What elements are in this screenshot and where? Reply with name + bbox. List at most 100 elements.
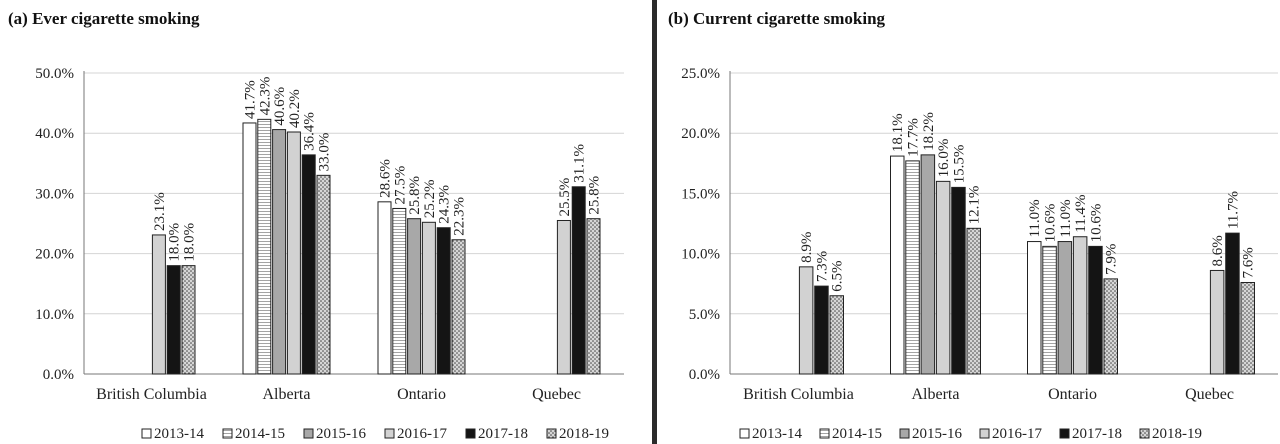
bar-2017-18 <box>1088 245 1103 375</box>
legend-item: 2017-18 <box>1072 426 1122 442</box>
data-label: 42.3% <box>257 77 273 116</box>
bar-2016-17 <box>1209 269 1225 375</box>
bar-2013-14 <box>377 201 392 375</box>
bar-2014-15 <box>392 207 407 375</box>
y-tick-label: 20.0% <box>35 247 74 263</box>
data-label: 11.0% <box>1027 199 1043 237</box>
category-label: Quebec <box>1185 386 1234 403</box>
y-tick-label: 0.0% <box>689 367 720 383</box>
legend-item: 2017-18 <box>478 426 528 442</box>
bar-2014-15 <box>257 118 272 375</box>
panel-divider <box>652 0 657 444</box>
legend-item: 2013-14 <box>154 426 204 442</box>
bar-2016-17 <box>421 221 436 375</box>
data-label: 36.4% <box>302 112 318 151</box>
category-label: British Columbia <box>96 386 207 403</box>
data-label: 18.2% <box>921 112 937 151</box>
current-smoking-chart: 0.0% 5.0% 10.0% 15.0% 20.0% 25.0% 8.9%7.3% 6.5%… <box>681 66 1278 442</box>
legend-swatch <box>141 428 152 439</box>
data-label: 11.0% <box>1058 199 1074 237</box>
legend-swatch <box>1139 428 1150 439</box>
y-tick-label: 25.0% <box>681 66 720 82</box>
legend-swatch <box>222 428 233 439</box>
y-tick-label: 5.0% <box>689 307 720 323</box>
data-label: 18.0% <box>167 223 183 262</box>
data-label: 15.5% <box>951 145 967 184</box>
data-label: 25.2% <box>422 180 438 219</box>
legend-swatch <box>739 428 750 439</box>
bar-2018-19 <box>316 174 331 375</box>
category-label: British Columbia <box>743 386 854 403</box>
data-label: 10.6% <box>1088 204 1104 243</box>
data-label: 18.0% <box>182 223 198 262</box>
data-label: 7.9% <box>1104 244 1120 275</box>
category-label: Ontario <box>1048 386 1097 403</box>
data-label: 11.4% <box>1073 195 1089 233</box>
legend-swatch <box>819 428 830 439</box>
legend-item: 2018-19 <box>1152 426 1202 442</box>
legend-item: 2015-16 <box>316 426 366 442</box>
bar-2014-15 <box>1042 245 1057 375</box>
legend-swatch <box>465 428 476 439</box>
category-label: Alberta <box>263 386 311 403</box>
legend-swatch <box>384 428 395 439</box>
panel-ever-smoking: (a) Ever cigarette smoking 0.0% 10.0% 20.0… <box>8 9 624 442</box>
chart-title: (a) Ever cigarette smoking <box>8 9 200 28</box>
y-tick-label: 10.0% <box>35 307 74 323</box>
bar-2018-19 <box>829 295 844 375</box>
data-label: 33.0% <box>317 133 333 172</box>
bar-2013-14 <box>242 122 257 375</box>
legend-item: 2016-17 <box>397 426 447 442</box>
bar-2017-18 <box>951 186 966 375</box>
category-label: Ontario <box>397 386 446 403</box>
y-tick-label: 20.0% <box>681 126 720 142</box>
y-tick-label: 15.0% <box>681 186 720 202</box>
legend-swatch <box>979 428 990 439</box>
y-tick-label: 30.0% <box>35 186 74 202</box>
data-label: 25.8% <box>407 176 423 215</box>
data-label: 6.5% <box>830 260 846 291</box>
bar-2013-14 <box>1027 241 1042 375</box>
data-label: 23.1% <box>152 192 168 231</box>
bar-2015-16 <box>920 154 936 375</box>
data-label: 8.9% <box>799 232 815 263</box>
legend-item: 2015-16 <box>912 426 962 442</box>
data-label: 40.2% <box>287 89 303 128</box>
bar-2016-17 <box>935 180 951 375</box>
chart-title: (b) Current cigarette smoking <box>668 9 886 28</box>
bar-2013-14 <box>890 155 905 375</box>
data-label: 8.6% <box>1210 235 1226 266</box>
y-tick-label: 0.0% <box>43 367 74 383</box>
bar-2018-19 <box>181 265 196 375</box>
legend-item: 2016-17 <box>992 426 1042 442</box>
y-tick-label: 10.0% <box>681 247 720 263</box>
bar-2014-15 <box>905 160 920 375</box>
y-tick-label: 40.0% <box>35 126 74 142</box>
data-label: 16.0% <box>936 139 952 178</box>
data-label: 17.7% <box>906 118 922 157</box>
data-label: 22.3% <box>452 197 468 236</box>
bar-2017-18 <box>301 154 316 375</box>
legend-swatch <box>303 428 314 439</box>
bar-2018-19 <box>966 227 981 375</box>
bar-2015-16 <box>272 129 287 375</box>
data-label: 18.1% <box>890 113 906 152</box>
data-label: 7.6% <box>1241 247 1257 278</box>
bar-2016-17 <box>286 131 301 375</box>
data-label: 24.3% <box>437 185 453 224</box>
panel-current-smoking: (b) Current cigarette smoking 0.0% 5.0% 10… <box>660 0 1280 444</box>
legend-item: 2013-14 <box>752 426 802 442</box>
data-label: 28.6% <box>378 159 394 198</box>
data-label: 41.7% <box>243 80 259 119</box>
data-label: 31.1% <box>572 144 588 183</box>
bar-2017-18 <box>571 186 586 375</box>
data-label: 11.7% <box>1225 191 1241 229</box>
bar-2015-16 <box>407 218 422 375</box>
bar-2018-19 <box>586 218 601 375</box>
data-label: 10.6% <box>1043 204 1059 243</box>
category-label: Quebec <box>532 386 581 403</box>
legend-item: 2014-15 <box>235 426 285 442</box>
bar-2016-17 <box>1072 236 1088 375</box>
legend-item: 2018-19 <box>559 426 609 442</box>
bar-2016-17 <box>798 266 814 375</box>
